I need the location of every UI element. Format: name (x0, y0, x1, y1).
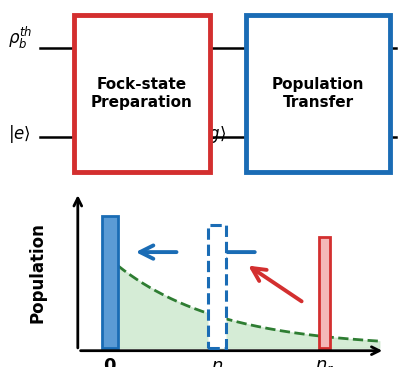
Text: $\rho_b^{th}$: $\rho_b^{th}$ (8, 25, 32, 51)
Bar (208, 225, 226, 348)
Bar (102, 216, 118, 348)
Text: $\mathit{n_r}$: $\mathit{n_r}$ (314, 357, 334, 367)
FancyBboxPatch shape (74, 15, 210, 172)
FancyBboxPatch shape (246, 15, 390, 172)
Text: Population: Population (28, 222, 46, 323)
Bar (319, 237, 330, 348)
Text: $\mathbf{0}$: $\mathbf{0}$ (103, 357, 116, 367)
Text: Fock-state
Preparation: Fock-state Preparation (91, 77, 193, 110)
Text: $|e\rangle$: $|e\rangle$ (8, 123, 31, 145)
Text: $|g\rangle$: $|g\rangle$ (203, 123, 226, 145)
Text: Population
Transfer: Population Transfer (272, 77, 364, 110)
Text: $\mathit{n}$: $\mathit{n}$ (211, 357, 223, 367)
